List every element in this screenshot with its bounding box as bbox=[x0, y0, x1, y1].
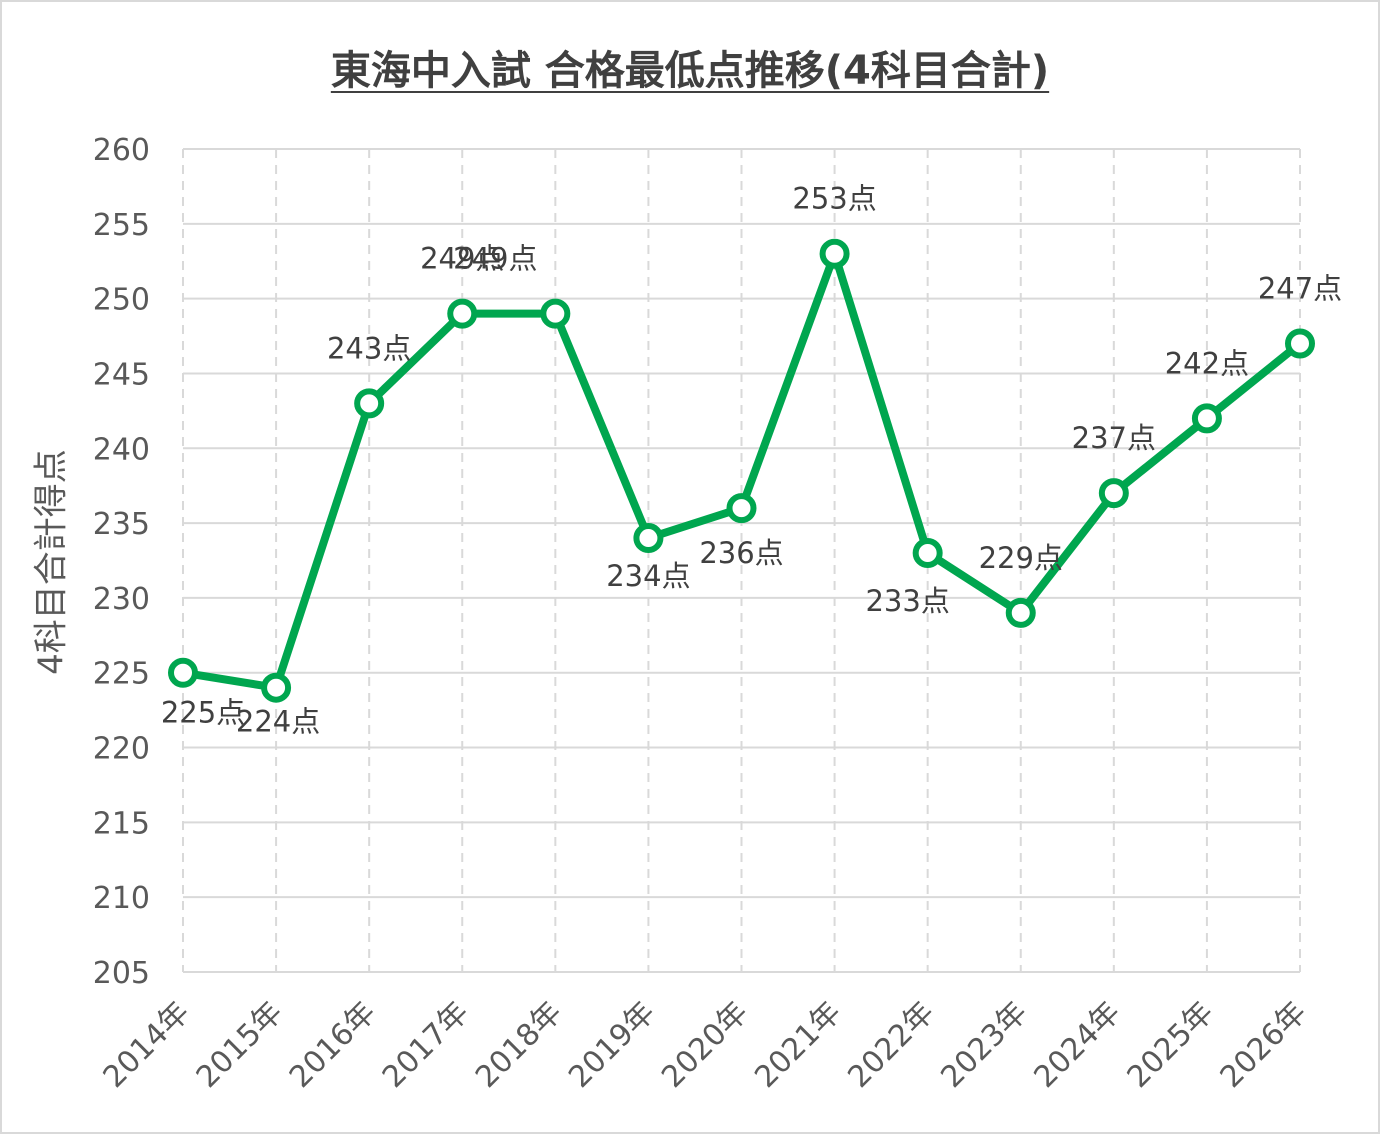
data-label: 249点 bbox=[420, 242, 504, 276]
data-label: 242点 bbox=[1165, 346, 1249, 380]
x-tick-label: 2025年 bbox=[1121, 995, 1221, 1095]
y-tick-label: 245 bbox=[93, 357, 150, 392]
data-point bbox=[726, 493, 757, 524]
y-tick-label: 220 bbox=[93, 732, 150, 767]
data-point bbox=[1098, 478, 1129, 509]
y-tick-label: 210 bbox=[93, 881, 150, 916]
x-tick-label: 2018年 bbox=[469, 995, 569, 1095]
x-tick-label: 2017年 bbox=[376, 995, 476, 1095]
chart-title: 東海中入試 合格最低点推移(4科目合計) bbox=[330, 48, 1050, 94]
y-tick-label: 260 bbox=[93, 133, 150, 168]
x-tick-label: 2020年 bbox=[655, 995, 755, 1095]
y-tick-label: 250 bbox=[93, 283, 150, 318]
data-label: 243点 bbox=[327, 331, 411, 365]
data-label: 247点 bbox=[1258, 272, 1342, 306]
y-tick-label: 215 bbox=[93, 806, 150, 841]
y-tick-label: 255 bbox=[93, 208, 150, 243]
data-label: 229点 bbox=[979, 541, 1063, 575]
data-point bbox=[633, 523, 664, 554]
x-tick-label: 2026年 bbox=[1214, 995, 1314, 1095]
data-point bbox=[1005, 597, 1036, 628]
x-tick-label: 2015年 bbox=[190, 995, 290, 1095]
x-axis-ticks: 2014年2015年2016年2017年2018年2019年2020年2021年… bbox=[97, 995, 1314, 1095]
x-tick-label: 2019年 bbox=[562, 995, 662, 1095]
data-point bbox=[354, 388, 385, 419]
data-markers bbox=[168, 238, 1315, 703]
data-point bbox=[540, 298, 571, 329]
data-label: 225点 bbox=[161, 696, 245, 730]
x-tick-label: 2014年 bbox=[97, 995, 197, 1095]
y-tick-label: 225 bbox=[93, 657, 150, 692]
y-axis-ticks: 205 210 215 220 225 230 235 240 245 250 255 260 bbox=[93, 133, 150, 991]
data-label: 236点 bbox=[699, 536, 783, 570]
data-point bbox=[1191, 403, 1222, 434]
data-label: 224点 bbox=[236, 705, 320, 739]
y-tick-label: 240 bbox=[93, 432, 150, 467]
x-tick-label: 2022年 bbox=[841, 995, 941, 1095]
x-tick-label: 2021年 bbox=[748, 995, 848, 1095]
data-point bbox=[261, 672, 292, 703]
data-point bbox=[168, 657, 198, 688]
x-tick-label: 2016年 bbox=[283, 995, 383, 1095]
data-point bbox=[819, 238, 850, 269]
data-label: 253点 bbox=[792, 182, 876, 216]
y-tick-label: 205 bbox=[93, 956, 150, 991]
data-label: 249点 bbox=[453, 242, 537, 276]
data-point bbox=[1285, 328, 1315, 359]
data-label: 237点 bbox=[1072, 421, 1156, 455]
data-point bbox=[912, 538, 943, 569]
data-label: 234点 bbox=[606, 559, 690, 593]
data-point bbox=[447, 298, 478, 329]
x-tick-label: 2023年 bbox=[934, 995, 1034, 1095]
y-tick-label: 235 bbox=[93, 507, 150, 542]
data-label: 233点 bbox=[865, 584, 949, 618]
x-tick-label: 2024年 bbox=[1028, 995, 1128, 1095]
y-tick-label: 230 bbox=[93, 582, 150, 617]
